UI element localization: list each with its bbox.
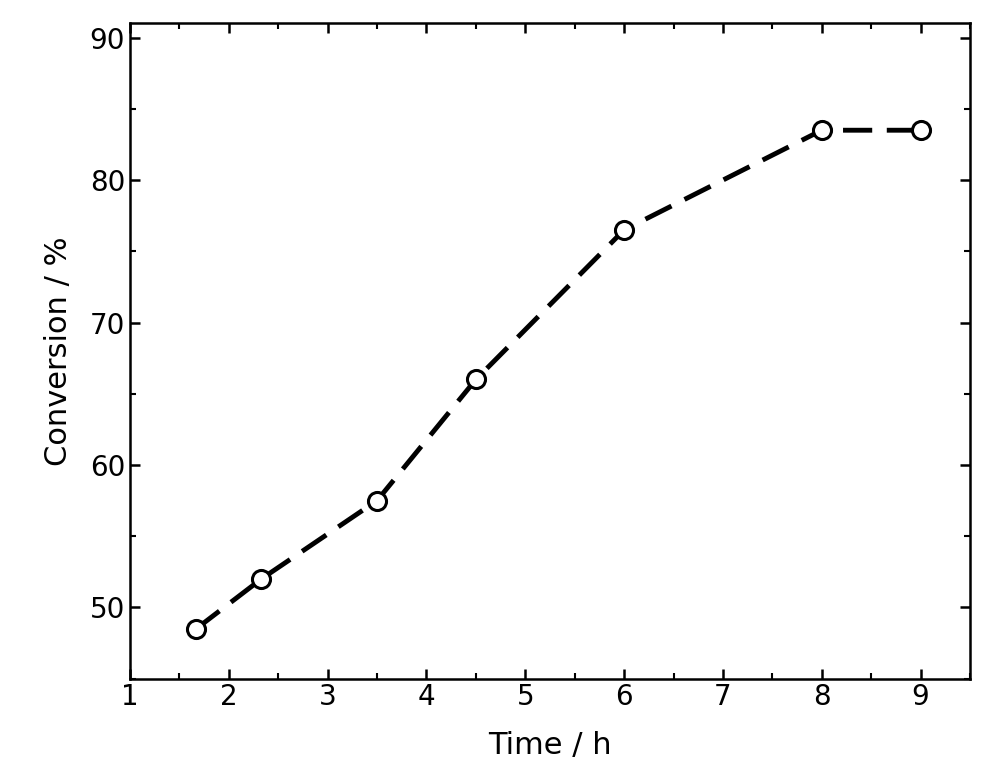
Y-axis label: Conversion / %: Conversion / % — [44, 236, 73, 466]
X-axis label: Time / h: Time / h — [488, 731, 612, 760]
